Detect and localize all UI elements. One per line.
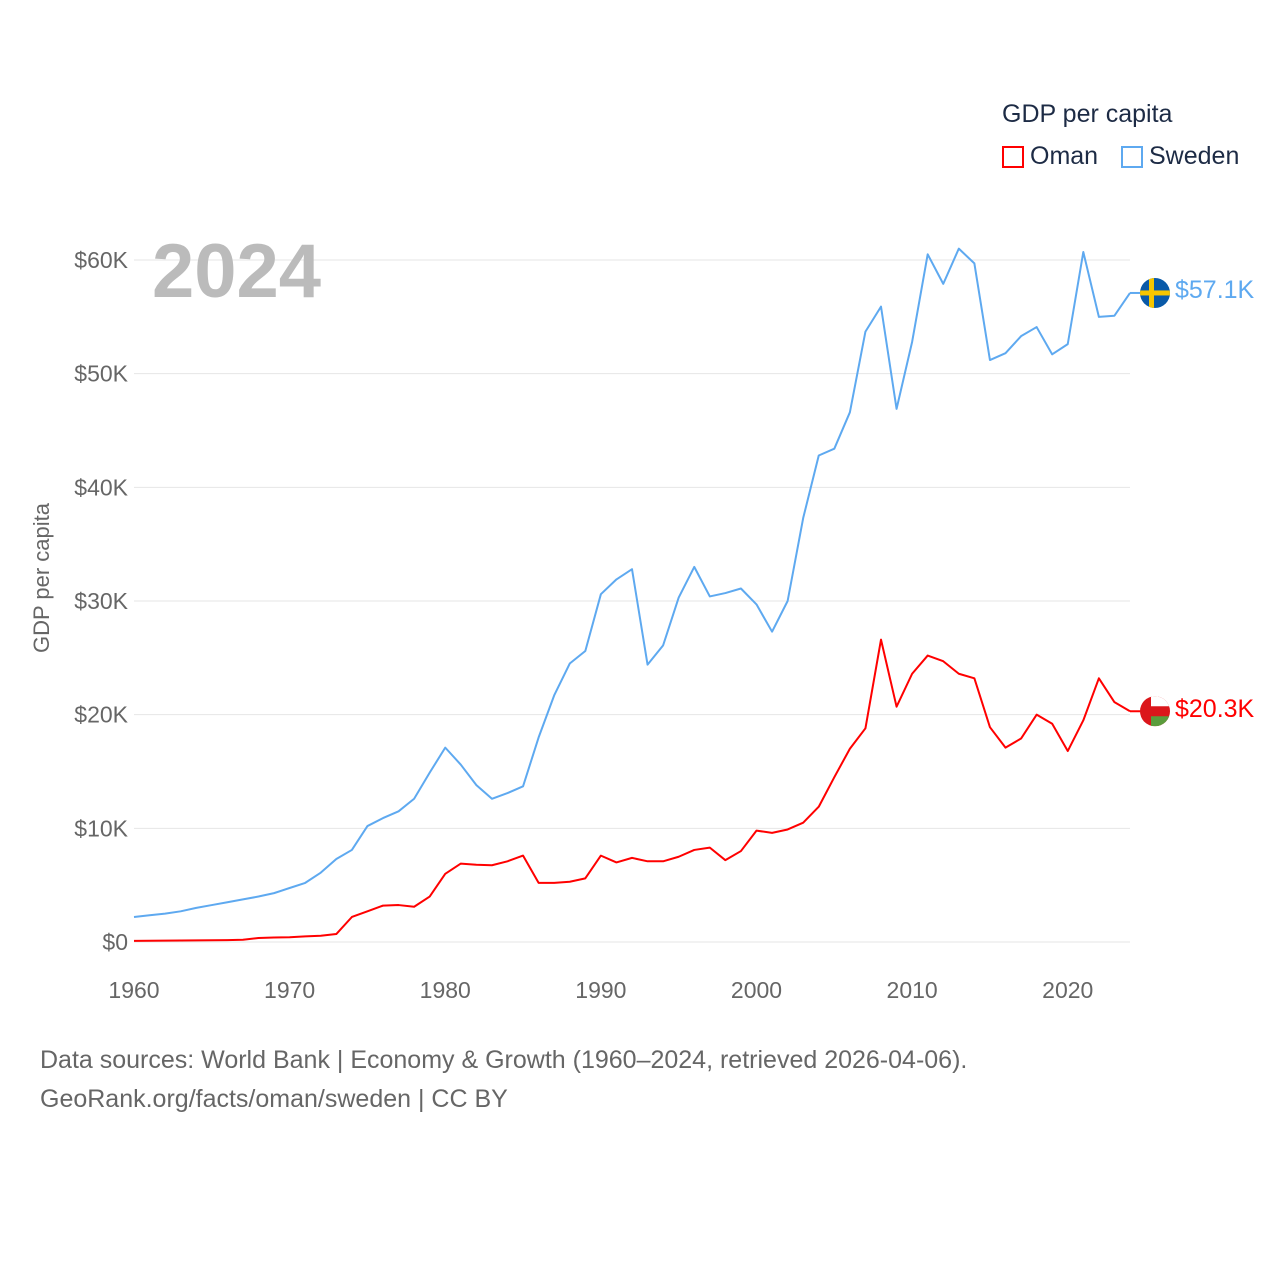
flag-cross-h	[1140, 290, 1170, 296]
legend-item-sweden[interactable]: Sweden	[1121, 142, 1239, 171]
y-tick-label: $60K	[74, 247, 128, 273]
flag-cross-v	[1149, 277, 1154, 308]
y-tick-label: $30K	[74, 588, 128, 614]
y-tick-label: $40K	[74, 474, 128, 500]
legend-label: Oman	[1030, 142, 1099, 170]
y-tick-label: $50K	[74, 361, 128, 387]
source-line-2: GeoRank.org/facts/oman/sweden | CC BY	[40, 1085, 508, 1113]
flag-green	[1151, 716, 1170, 727]
y-axis-label: GDP per capita	[29, 502, 54, 654]
x-tick-label: 2020	[1042, 977, 1093, 1003]
x-tick-label: 1960	[108, 977, 159, 1003]
x-tick-label: 2010	[887, 977, 938, 1003]
x-tick-label: 2000	[731, 977, 782, 1003]
legend-label: Sweden	[1149, 142, 1240, 170]
y-tick-label: $20K	[74, 702, 128, 728]
series-line-oman	[133, 638, 1131, 942]
oman-flag-icon	[1140, 696, 1170, 727]
y-tick-label: $10K	[74, 815, 128, 841]
sweden-flag-icon	[1140, 277, 1170, 308]
legend-swatch-sweden	[1121, 145, 1143, 168]
series-line-sweden	[133, 247, 1131, 918]
legend-item-oman[interactable]: Oman	[1002, 142, 1098, 171]
end-label-sweden: $57.1K	[1175, 276, 1255, 304]
source-line-1: Data sources: World Bank | Economy & Gro…	[40, 1046, 968, 1074]
flag-white	[1151, 696, 1170, 707]
legend-swatch-oman	[1002, 145, 1024, 168]
x-tick-label: 1970	[264, 977, 315, 1003]
legend-title: GDP per capita	[1002, 100, 1173, 128]
end-label-oman: $20.3K	[1175, 695, 1255, 723]
x-tick-label: 1990	[575, 977, 626, 1003]
x-tick-label: 1980	[420, 977, 471, 1003]
year-label: 2024	[152, 229, 322, 314]
y-tick-label: $0	[102, 929, 128, 955]
